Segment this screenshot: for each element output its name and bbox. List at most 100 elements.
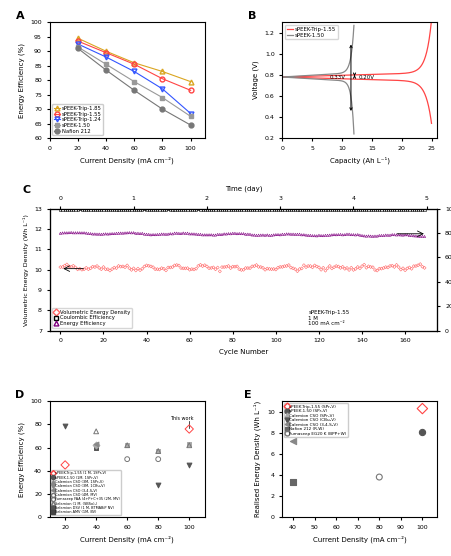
Point xyxy=(182,229,189,238)
Point xyxy=(391,206,398,215)
Point xyxy=(206,230,213,239)
Y-axis label: Voltage (V): Voltage (V) xyxy=(253,61,259,100)
Point xyxy=(268,265,275,274)
Point xyxy=(145,261,152,270)
sPEEK-Trip-1.85 xyxy=(132,59,137,66)
Point xyxy=(251,206,258,215)
Point xyxy=(331,230,338,239)
Point xyxy=(130,206,137,215)
Point xyxy=(401,205,409,214)
Point xyxy=(128,205,135,214)
Point xyxy=(206,205,213,214)
Point xyxy=(354,205,361,214)
Point xyxy=(311,231,318,240)
Point xyxy=(145,205,152,214)
Point xyxy=(134,264,142,273)
Point xyxy=(57,262,64,271)
Line: sPEEK-Trip-1.55: sPEEK-Trip-1.55 xyxy=(75,38,193,93)
Point xyxy=(169,205,176,214)
X-axis label: Current Density (mA cm⁻²): Current Density (mA cm⁻²) xyxy=(80,156,174,164)
Point xyxy=(283,205,290,214)
Text: This work: This work xyxy=(170,416,194,421)
Point xyxy=(124,455,131,464)
Point xyxy=(65,205,73,214)
Point xyxy=(320,264,327,272)
Point xyxy=(212,205,219,214)
Point xyxy=(227,264,234,272)
Point xyxy=(270,205,277,214)
Point xyxy=(197,260,204,269)
Point xyxy=(412,231,419,240)
Point xyxy=(274,206,281,215)
Point xyxy=(173,205,180,214)
Point xyxy=(186,265,193,274)
Point xyxy=(311,205,318,214)
Point xyxy=(270,230,277,239)
Point xyxy=(335,230,342,239)
Point xyxy=(138,264,146,273)
Point xyxy=(98,230,105,239)
Point xyxy=(365,205,372,214)
Point xyxy=(115,229,122,237)
Point xyxy=(309,263,316,272)
Legend: sPEEK-Trip-1.55 (SPr₂V), sPEEK-1.50 (SPr₂V), Calemion CSO (SPr₂V), Calemion CSO : sPEEK-Trip-1.55 (SPr₂V), sPEEK-1.50 (SPr… xyxy=(285,403,348,437)
Point xyxy=(400,231,407,240)
Point xyxy=(126,264,133,272)
sPEEK-Trip-1.55 xyxy=(188,87,193,93)
Point xyxy=(410,231,417,240)
Point xyxy=(96,230,103,239)
Point xyxy=(350,265,357,274)
Point xyxy=(128,265,135,274)
Point xyxy=(268,205,275,214)
Point xyxy=(113,264,120,272)
sPEEK-Trip-1.85 xyxy=(75,35,81,42)
Point xyxy=(298,264,305,273)
Point xyxy=(259,205,267,214)
Point xyxy=(158,230,165,239)
Point xyxy=(93,261,101,270)
Point xyxy=(171,229,178,237)
X-axis label: Capacity (Ah L⁻¹): Capacity (Ah L⁻¹) xyxy=(330,156,390,164)
Point xyxy=(408,264,415,273)
Point xyxy=(199,262,206,271)
Nafion 212 xyxy=(132,87,137,93)
Point xyxy=(121,205,129,214)
Point xyxy=(91,230,98,239)
Point xyxy=(188,205,195,214)
sPEEK-1.50 xyxy=(160,94,165,101)
Point xyxy=(78,265,86,274)
Point xyxy=(328,230,336,239)
Point xyxy=(145,230,152,239)
Point xyxy=(328,205,336,214)
Point xyxy=(332,230,340,239)
Point xyxy=(155,446,162,455)
Point xyxy=(119,262,126,271)
Point xyxy=(91,262,98,271)
Y-axis label: Energy Efficiency (%): Energy Efficiency (%) xyxy=(18,43,25,118)
Point xyxy=(234,229,241,238)
Point xyxy=(235,205,243,214)
Point xyxy=(359,231,366,240)
Point xyxy=(257,231,264,240)
Point xyxy=(376,231,383,240)
Point xyxy=(210,205,217,214)
Point xyxy=(155,480,162,489)
Point xyxy=(408,231,415,240)
Point xyxy=(74,205,81,214)
Point xyxy=(175,261,183,270)
Point xyxy=(210,263,217,272)
Point xyxy=(216,267,223,276)
Point xyxy=(401,266,409,275)
Point xyxy=(91,205,98,214)
Point xyxy=(132,229,139,238)
Point xyxy=(152,205,159,214)
Point xyxy=(132,206,139,215)
Point xyxy=(167,263,174,272)
Point xyxy=(326,261,333,270)
Point xyxy=(93,230,101,239)
Point xyxy=(117,229,124,237)
Point xyxy=(401,230,409,239)
Point xyxy=(235,229,243,238)
Point xyxy=(393,260,400,269)
Point xyxy=(70,205,77,214)
